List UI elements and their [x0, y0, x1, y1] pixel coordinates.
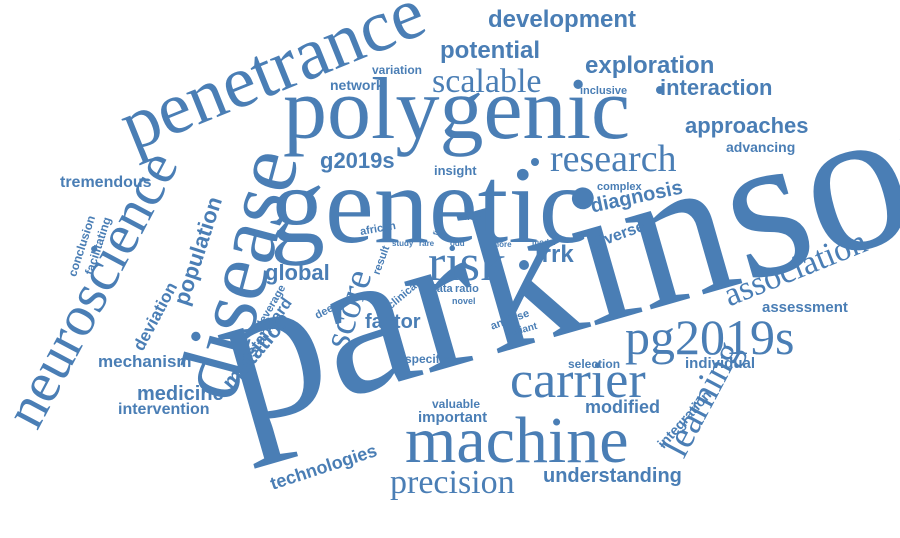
word-complex: complex: [597, 181, 642, 193]
word-research: research: [550, 138, 677, 180]
word-medicine: medicine: [137, 383, 224, 405]
word-pg2019s: pg2019s: [625, 309, 795, 365]
word-specific: specific: [405, 352, 450, 366]
word-factor: factor: [365, 311, 421, 333]
word-advancing: advancing: [726, 139, 796, 155]
word-novel: novel: [452, 296, 476, 306]
word-global: global: [265, 260, 330, 285]
word-risk: risk: [428, 235, 506, 292]
word-valuable: valuable: [432, 397, 481, 411]
word-intervention: intervention: [118, 401, 210, 418]
dot-3: [656, 86, 664, 94]
word-insight: insight: [434, 163, 477, 178]
word-scalable: scalable: [432, 63, 542, 100]
word-understanding: understanding: [543, 465, 682, 487]
word-g2019s: g2019s: [320, 148, 395, 173]
word-machine: machine: [405, 404, 629, 477]
word-individual: individual: [685, 355, 756, 372]
word-important: important: [418, 409, 488, 426]
word-exploration: exploration: [585, 52, 715, 79]
word-genetic: genetic: [270, 144, 588, 266]
word-data: data: [430, 283, 453, 295]
word-mechanism: mechanism: [98, 352, 192, 371]
word-study: study: [392, 239, 414, 248]
word-model: model: [532, 238, 556, 247]
dot-2: [531, 158, 539, 166]
word-interaction: interaction: [660, 75, 773, 100]
word-rare: rare: [419, 239, 435, 248]
word-selection: selection: [568, 357, 621, 371]
word-development: development: [488, 6, 637, 33]
word-more: more: [492, 240, 512, 249]
dot-1: [519, 260, 529, 270]
word-potential: potential: [440, 37, 540, 64]
word-modified: modified: [585, 397, 660, 417]
word-tremendous: tremendous: [60, 174, 152, 191]
word-ratio: ratio: [455, 283, 479, 295]
word-approaches: approaches: [685, 113, 809, 138]
word-carrier: carrier: [510, 352, 646, 409]
word-variation: variation: [372, 63, 423, 77]
word-precision: precision: [390, 464, 515, 501]
word-assessment: assessment: [762, 299, 848, 316]
word-inclusive: inclusive: [580, 85, 628, 97]
word-polygenic: polygenic: [283, 61, 631, 158]
word-odd: odd: [450, 239, 465, 248]
word-network: network: [330, 77, 384, 93]
word-lrrk: lrrk: [535, 241, 574, 268]
word-effect: effect: [460, 213, 482, 222]
